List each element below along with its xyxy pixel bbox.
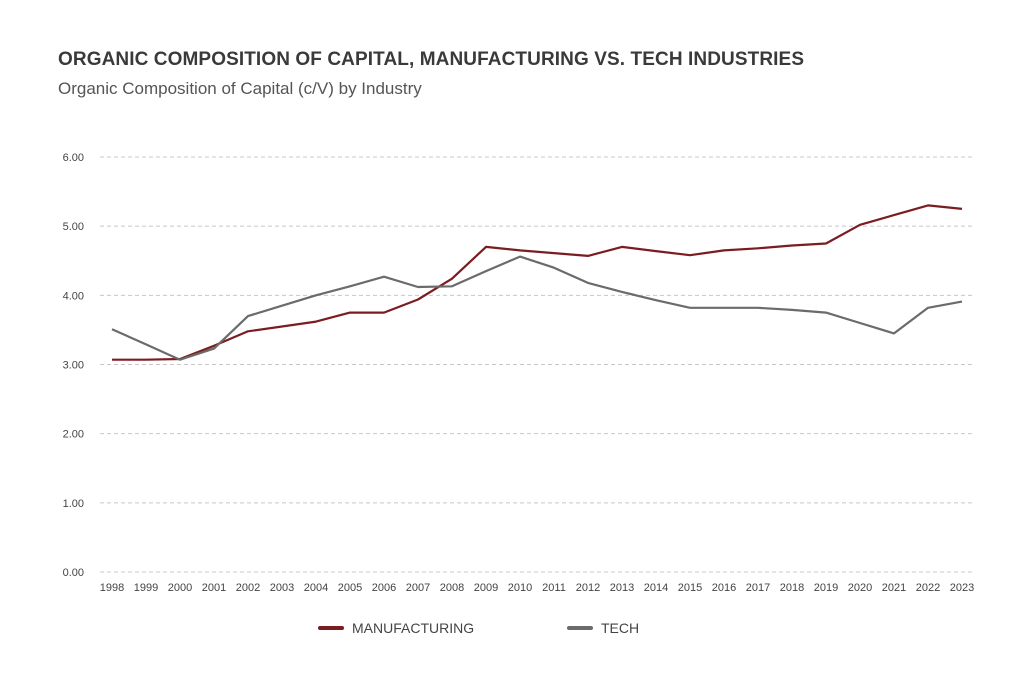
x-tick-label: 2013	[610, 582, 634, 594]
chart-subtitle: Organic Composition of Capital (c/V) by …	[58, 79, 422, 98]
y-tick-label: 3.00	[63, 360, 84, 372]
x-tick-label: 2010	[508, 582, 532, 594]
x-tick-label: 2023	[950, 582, 974, 594]
y-axis-ticks: 0.00 1.00 2.00 3.00 4.00 5.00 6.00	[63, 152, 84, 579]
y-tick-label: 5.00	[63, 221, 84, 233]
x-tick-label: 2014	[644, 582, 668, 594]
x-tick-label: 1999	[134, 582, 158, 594]
x-tick-label: 2022	[916, 582, 940, 594]
legend-item-tech: TECH	[567, 620, 639, 636]
x-tick-label: 2017	[746, 582, 770, 594]
x-tick-label: 1998	[100, 582, 124, 594]
y-tick-label: 2.00	[63, 429, 84, 441]
x-tick-label: 2016	[712, 582, 736, 594]
x-tick-label: 2007	[406, 582, 430, 594]
x-tick-label: 2003	[270, 582, 294, 594]
x-axis-ticks: 1998 1999 2000 2001 2002 2003 2004 2005 2006 2007…	[100, 582, 974, 594]
y-tick-label: 4.00	[63, 290, 84, 302]
x-tick-label: 2004	[304, 582, 328, 594]
x-tick-label: 2002	[236, 582, 260, 594]
x-tick-label: 2018	[780, 582, 804, 594]
x-tick-label: 2008	[440, 582, 464, 594]
x-tick-label: 2021	[882, 582, 906, 594]
y-tick-label: 0.00	[63, 567, 84, 579]
x-tick-label: 2020	[848, 582, 872, 594]
x-tick-label: 2006	[372, 582, 396, 594]
x-tick-label: 2019	[814, 582, 838, 594]
x-tick-label: 2011	[542, 582, 566, 594]
y-tick-label: 1.00	[63, 498, 84, 510]
legend-item-manufacturing: MANUFACTURING	[318, 620, 474, 636]
x-tick-label: 2005	[338, 582, 362, 594]
x-tick-label: 2001	[202, 582, 226, 594]
legend-label-tech: TECH	[601, 620, 640, 636]
x-tick-label: 2012	[576, 582, 600, 594]
series-line-tech	[111, 255, 963, 361]
legend-swatch-manufacturing	[318, 626, 344, 630]
series-lines	[111, 204, 963, 361]
gridlines	[100, 156, 974, 573]
y-tick-label: 6.00	[63, 152, 84, 164]
legend-swatch-tech	[567, 626, 593, 630]
series-line-manufacturing	[112, 204, 963, 361]
x-tick-label: 2009	[474, 582, 498, 594]
legend-label-manufacturing: MANUFACTURING	[352, 620, 475, 636]
chart-title: ORGANIC COMPOSITION OF CAPITAL, MANUFACT…	[58, 49, 805, 70]
x-tick-label: 2015	[678, 582, 702, 594]
x-tick-label: 2000	[168, 582, 192, 594]
